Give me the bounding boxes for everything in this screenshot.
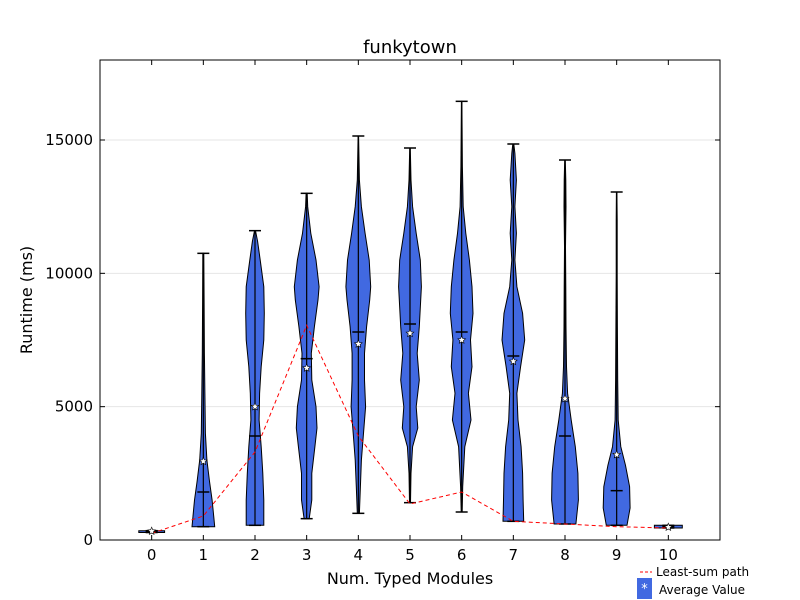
- mean-marker: [198, 456, 208, 466]
- mean-marker: [302, 363, 312, 372]
- y-axis-label: Runtime (ms): [17, 246, 36, 354]
- legend-label-path: Least-sum path: [656, 565, 749, 579]
- mean-marker: [353, 339, 363, 348]
- x-tick-label: 3: [302, 546, 312, 564]
- mean-marker: [147, 526, 157, 536]
- x-tick-label: 5: [405, 546, 415, 564]
- mean-marker: [560, 393, 570, 403]
- y-tick-label: 10000: [45, 264, 93, 282]
- mean-marker: [457, 335, 467, 344]
- x-axis-label: Num. Typed Modules: [327, 569, 493, 588]
- y-tick-label: 5000: [55, 398, 93, 416]
- x-tick-label: 9: [612, 546, 622, 564]
- mean-marker: [612, 449, 622, 459]
- x-tick-label: 0: [147, 546, 157, 564]
- y-tick-label: 0: [83, 531, 93, 549]
- x-axis-ticks: 0 1 2 3 4 5 6 7 8 9 10: [147, 60, 678, 564]
- x-tick-label: 8: [560, 546, 570, 564]
- violin: [602, 191, 631, 527]
- y-tick-label: 15000: [45, 131, 93, 149]
- violin: [449, 100, 474, 513]
- mean-marker: [508, 356, 518, 366]
- violin: [191, 252, 216, 528]
- legend-marker-swatch: [637, 578, 652, 599]
- mean-marker: [663, 522, 673, 532]
- legend-label-mean: Average Value: [659, 583, 745, 597]
- x-tick-label: 7: [509, 546, 519, 564]
- x-tick-label: 10: [659, 546, 678, 564]
- mean-marker: [250, 401, 260, 411]
- x-tick-label: 2: [250, 546, 260, 564]
- violin: [245, 229, 265, 527]
- star-icon: *: [641, 582, 648, 597]
- y-axis-ticks: 0 5000 10000 15000: [45, 131, 720, 549]
- mean-markers: [147, 328, 673, 536]
- violins: [138, 100, 683, 534]
- violin: [345, 135, 372, 515]
- legend: Least-sum path * Average Value: [637, 565, 749, 599]
- violin: [293, 192, 320, 520]
- mean-marker: [405, 328, 415, 338]
- x-tick-label: 6: [457, 546, 467, 564]
- violin: [551, 159, 579, 525]
- violin: [501, 143, 526, 523]
- chart-title: funkytown: [363, 37, 457, 58]
- violin: [398, 147, 422, 504]
- x-tick-label: 1: [199, 546, 209, 564]
- x-tick-label: 4: [354, 546, 364, 564]
